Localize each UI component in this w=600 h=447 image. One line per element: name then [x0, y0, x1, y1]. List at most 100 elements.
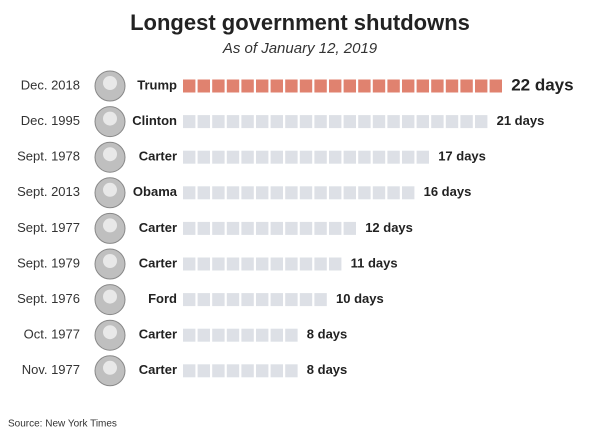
day-block	[183, 221, 196, 235]
day-block	[299, 115, 313, 129]
day-block	[270, 364, 283, 378]
day-block	[387, 150, 400, 164]
day-block	[256, 221, 269, 235]
day-block	[314, 293, 327, 307]
day-block	[445, 79, 459, 93]
portrait-head	[103, 254, 117, 268]
day-block	[314, 186, 327, 200]
president-name: Clinton	[132, 113, 177, 128]
president-name: Carter	[139, 255, 177, 270]
day-block	[183, 115, 196, 129]
day-block	[475, 115, 488, 129]
bar	[183, 328, 298, 342]
day-block	[329, 150, 342, 164]
day-block	[197, 115, 210, 129]
portrait-head	[103, 360, 117, 375]
day-block	[212, 186, 225, 200]
day-block	[226, 293, 240, 307]
day-block	[299, 257, 313, 271]
bar	[183, 293, 327, 307]
day-block	[343, 221, 356, 235]
day-block	[285, 328, 298, 342]
day-block	[358, 186, 371, 200]
value-label: 11 days	[351, 255, 398, 270]
day-block	[358, 115, 371, 129]
portrait-head	[103, 147, 117, 162]
day-block	[314, 79, 327, 93]
day-block	[343, 186, 356, 200]
category-label: Sept. 1979	[17, 255, 80, 270]
chart-subtitle: As of January 12, 2019	[222, 40, 378, 57]
bar	[183, 257, 342, 271]
day-block	[256, 79, 269, 93]
day-block	[226, 79, 240, 93]
day-block	[314, 150, 327, 164]
source-note: Source: New York Times	[8, 419, 117, 430]
category-label: Nov. 1977	[22, 362, 80, 377]
day-block	[270, 257, 283, 271]
day-block	[285, 115, 298, 129]
president-name: Carter	[139, 362, 177, 377]
day-block	[197, 328, 210, 342]
day-block	[212, 293, 225, 307]
bar	[183, 79, 502, 93]
day-block	[299, 150, 313, 164]
day-block	[212, 257, 225, 271]
day-block	[197, 79, 210, 93]
day-block	[256, 257, 269, 271]
bar	[183, 150, 429, 164]
day-block	[329, 115, 342, 129]
president-name: Carter	[139, 327, 177, 342]
value-label: 16 days	[424, 184, 472, 199]
day-block	[197, 257, 210, 271]
chart-title: Longest government shutdowns	[130, 10, 470, 35]
category-label: Sept. 1978	[17, 149, 80, 164]
day-block	[212, 328, 225, 342]
president-name: Obama	[133, 184, 178, 199]
day-block	[270, 293, 283, 307]
day-block	[372, 186, 386, 200]
day-block	[285, 150, 298, 164]
category-label: Dec. 2018	[21, 77, 80, 92]
day-block	[197, 293, 210, 307]
day-block	[241, 328, 254, 342]
day-block	[241, 257, 254, 271]
portrait-head	[103, 325, 117, 340]
day-block	[241, 150, 254, 164]
day-block	[226, 328, 240, 342]
day-block	[197, 186, 210, 200]
portrait-head	[103, 289, 117, 304]
day-block	[285, 79, 298, 93]
category-label: Oct. 1977	[24, 327, 80, 342]
day-block	[416, 79, 429, 93]
day-block	[226, 115, 240, 129]
value-label: 22 days	[511, 75, 573, 94]
day-block	[241, 186, 254, 200]
day-block	[256, 293, 269, 307]
day-block	[256, 150, 269, 164]
value-label: 10 days	[336, 291, 384, 306]
day-block	[475, 79, 488, 93]
day-block	[387, 115, 400, 129]
day-block	[299, 221, 313, 235]
day-block	[416, 150, 429, 164]
day-block	[183, 328, 196, 342]
day-block	[285, 221, 298, 235]
category-label: Sept. 1976	[17, 291, 80, 306]
day-block	[270, 328, 283, 342]
portrait-head	[103, 182, 117, 197]
day-block	[241, 364, 254, 378]
president-name: Carter	[139, 220, 177, 235]
day-block	[226, 257, 240, 271]
day-block	[197, 221, 210, 235]
day-block	[226, 186, 240, 200]
category-label: Dec. 1995	[21, 113, 80, 128]
day-block	[183, 79, 196, 93]
portrait-head	[103, 111, 117, 126]
day-block	[226, 364, 240, 378]
day-block	[402, 115, 415, 129]
bar	[183, 221, 356, 235]
bar	[183, 364, 298, 378]
day-block	[212, 150, 225, 164]
